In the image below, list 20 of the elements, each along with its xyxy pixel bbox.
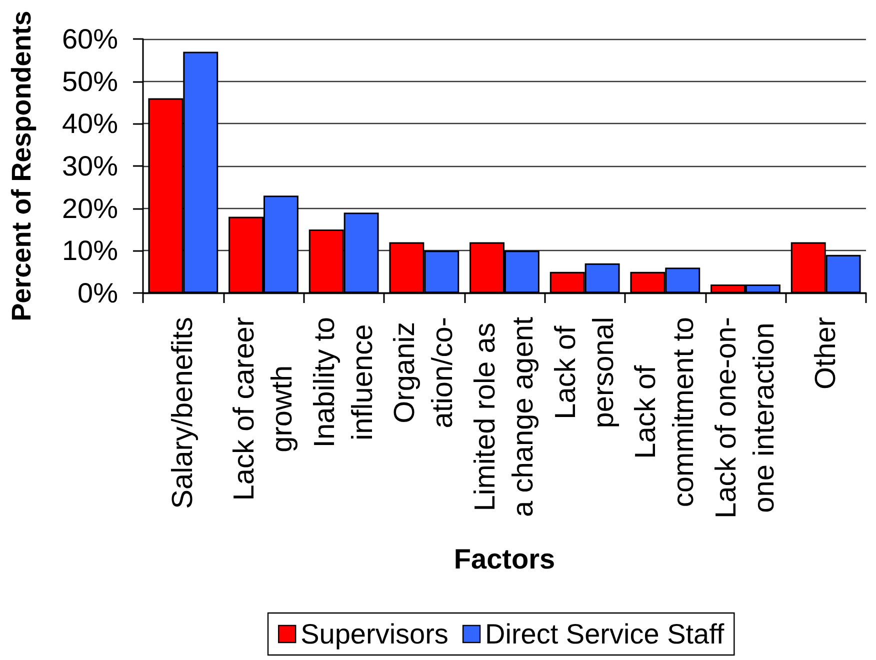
legend-label: Supervisors bbox=[300, 618, 448, 650]
legend-label: Direct Service Staff bbox=[485, 618, 724, 650]
x-tick-label: Organiz ation/co- bbox=[389, 316, 460, 428]
x-tick-label: Inability to influence bbox=[308, 316, 379, 448]
x-axis-title: Factors bbox=[454, 544, 556, 574]
y-axis-title: Percent of Respondents bbox=[6, 10, 36, 322]
x-tick-label: Lack of personal bbox=[550, 316, 620, 428]
x-tick-label: Salary/benefits bbox=[167, 317, 200, 509]
y-tick-label: 40% bbox=[62, 108, 118, 140]
x-tick-label: Lack of one-on- one interaction bbox=[710, 317, 780, 519]
x-tick-label: Lack of career growth bbox=[228, 316, 298, 501]
y-tick-label: 60% bbox=[62, 24, 118, 54]
y-tick-label: 0% bbox=[78, 278, 118, 308]
y-tick-label: 20% bbox=[62, 192, 118, 224]
y-tick-label: 10% bbox=[62, 235, 118, 266]
x-tick-label: Other bbox=[810, 316, 842, 390]
y-tick-label: 50% bbox=[62, 66, 118, 97]
x-tick-label: Limited role as a change agent bbox=[470, 316, 540, 517]
x-tick-label: Lack of commitment to bbox=[630, 316, 700, 508]
y-tick-label: 30% bbox=[62, 150, 118, 182]
